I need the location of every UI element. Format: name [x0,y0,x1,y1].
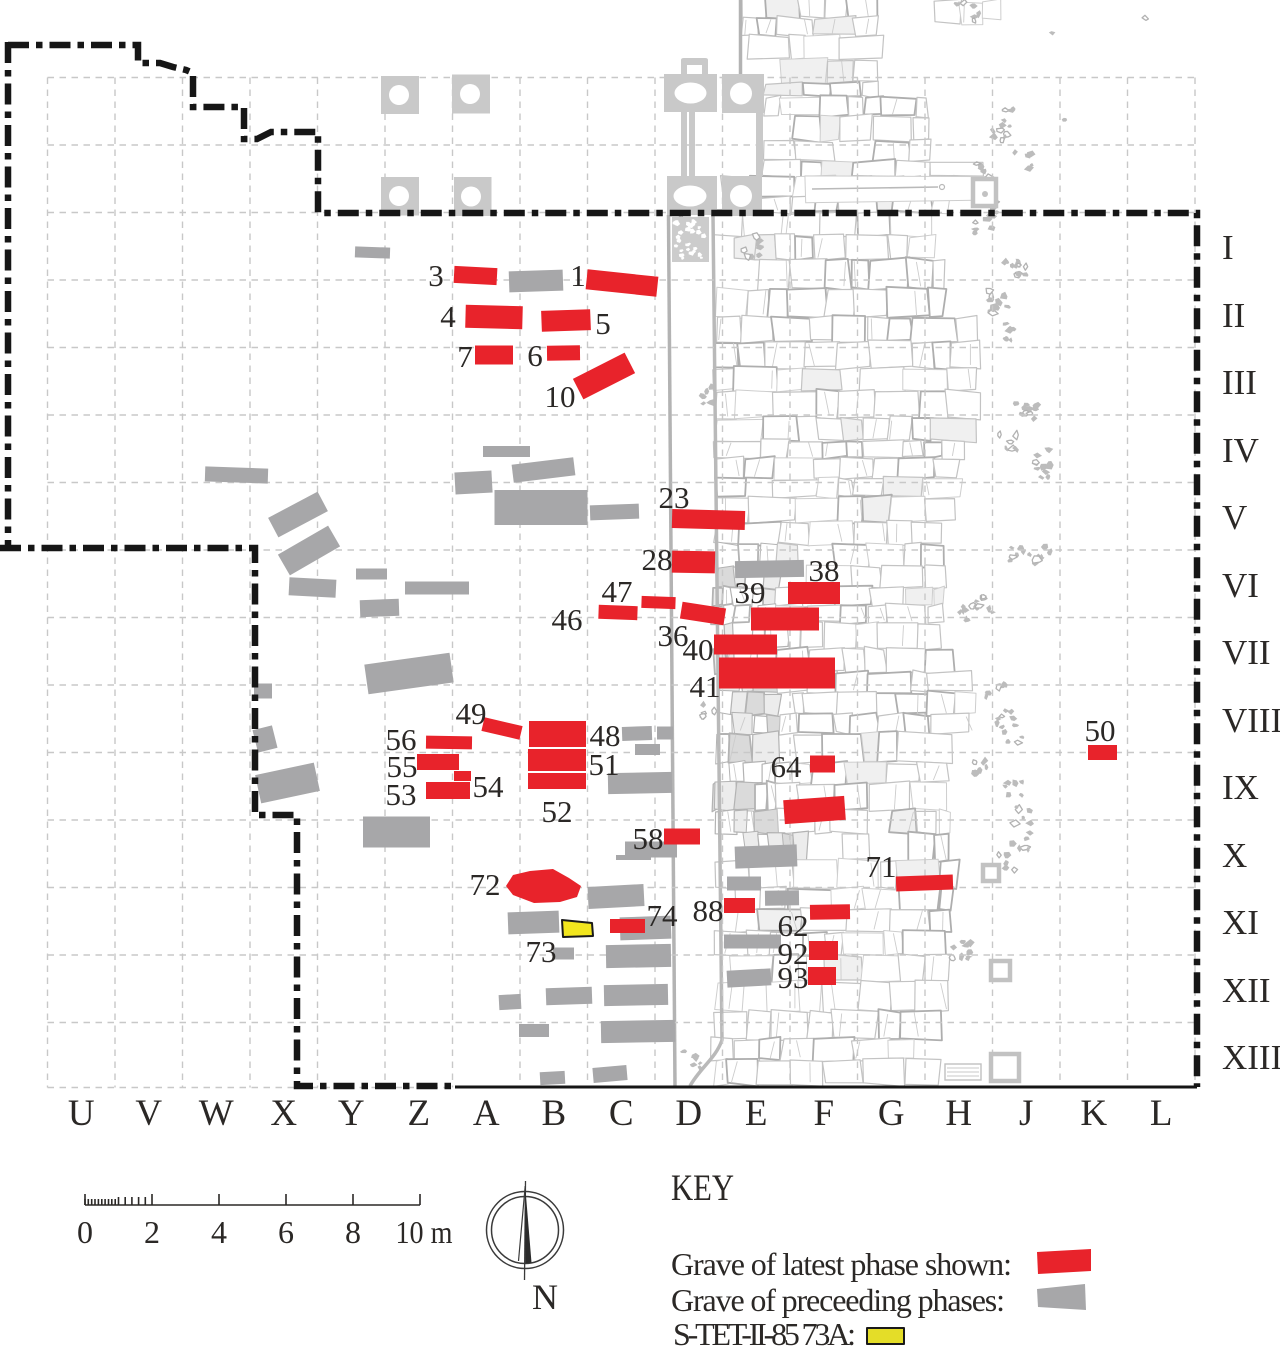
svg-text:62: 62 [778,908,809,943]
svg-text:4: 4 [440,299,456,334]
svg-text:VIII: VIII [1222,701,1280,740]
svg-text:S-TET-II-85 73A:: S-TET-II-85 73A: [673,1316,856,1347]
svg-text:93: 93 [778,960,809,995]
svg-text:VI: VI [1222,566,1259,605]
svg-text:IV: IV [1222,431,1259,470]
svg-text:W: W [199,1093,234,1134]
svg-text:49: 49 [456,696,487,731]
svg-text:41: 41 [690,669,721,704]
svg-text:XI: XI [1222,903,1259,942]
svg-text:N: N [532,1277,558,1317]
svg-text:88: 88 [693,893,724,928]
svg-text:L: L [1150,1093,1173,1134]
svg-text:38: 38 [809,553,840,588]
svg-text:Z: Z [407,1093,430,1134]
svg-text:92: 92 [778,936,809,971]
svg-text:46: 46 [552,602,583,637]
svg-text:8: 8 [345,1214,361,1250]
svg-text:D: D [675,1093,702,1134]
svg-text:K: K [1080,1093,1107,1134]
svg-text:0: 0 [77,1214,93,1250]
svg-text:KEY: KEY [671,1168,734,1209]
svg-text:39: 39 [735,575,766,610]
svg-text:53: 53 [386,777,417,812]
svg-text:I: I [1222,228,1234,267]
svg-text:J: J [1019,1093,1033,1134]
svg-text:V: V [1222,498,1247,537]
svg-text:Grave of latest phase shown:: Grave of latest phase shown: [671,1246,1012,1282]
svg-text:50: 50 [1085,713,1116,748]
svg-text:V: V [135,1093,162,1134]
svg-text:36: 36 [658,618,689,653]
svg-text:10: 10 [545,379,576,414]
svg-text:5: 5 [595,306,611,341]
svg-text:23: 23 [659,480,690,515]
svg-text:64: 64 [771,749,803,784]
svg-text:F: F [814,1093,835,1134]
svg-text:C: C [609,1093,634,1134]
svg-text:G: G [878,1093,905,1134]
svg-text:III: III [1222,363,1257,402]
svg-text:28: 28 [642,542,673,577]
svg-text:48: 48 [590,718,621,753]
svg-text:10 m: 10 m [396,1214,453,1250]
svg-text:XII: XII [1222,971,1271,1010]
svg-text:6: 6 [527,338,543,373]
svg-text:58: 58 [633,821,664,856]
svg-text:54: 54 [473,769,505,804]
svg-text:E: E [745,1093,768,1134]
svg-text:Y: Y [338,1093,365,1134]
svg-text:H: H [945,1093,972,1134]
svg-text:4: 4 [211,1214,227,1250]
svg-text:6: 6 [278,1214,294,1250]
svg-text:7: 7 [457,339,473,374]
svg-text:IX: IX [1222,768,1259,807]
svg-text:73: 73 [526,934,557,969]
svg-text:X: X [270,1093,297,1134]
svg-text:71: 71 [866,849,897,884]
svg-text:U: U [68,1093,95,1134]
svg-text:51: 51 [589,747,620,782]
svg-text:X: X [1222,836,1247,875]
svg-text:A: A [473,1093,500,1134]
svg-text:II: II [1222,296,1245,335]
svg-text:VII: VII [1222,633,1271,672]
svg-text:B: B [541,1093,566,1134]
svg-text:74: 74 [647,898,679,933]
svg-text:Grave of preceeding phases:: Grave of preceeding phases: [671,1282,1005,1318]
svg-text:56: 56 [386,722,417,757]
svg-text:52: 52 [542,794,573,829]
svg-text:1: 1 [570,258,586,293]
svg-text:55: 55 [387,749,418,784]
svg-text:47: 47 [602,574,633,609]
svg-text:XIII: XIII [1222,1038,1280,1077]
svg-text:72: 72 [470,867,501,902]
svg-text:3: 3 [428,258,444,293]
svg-text:2: 2 [144,1214,160,1250]
svg-text:40: 40 [683,632,714,667]
